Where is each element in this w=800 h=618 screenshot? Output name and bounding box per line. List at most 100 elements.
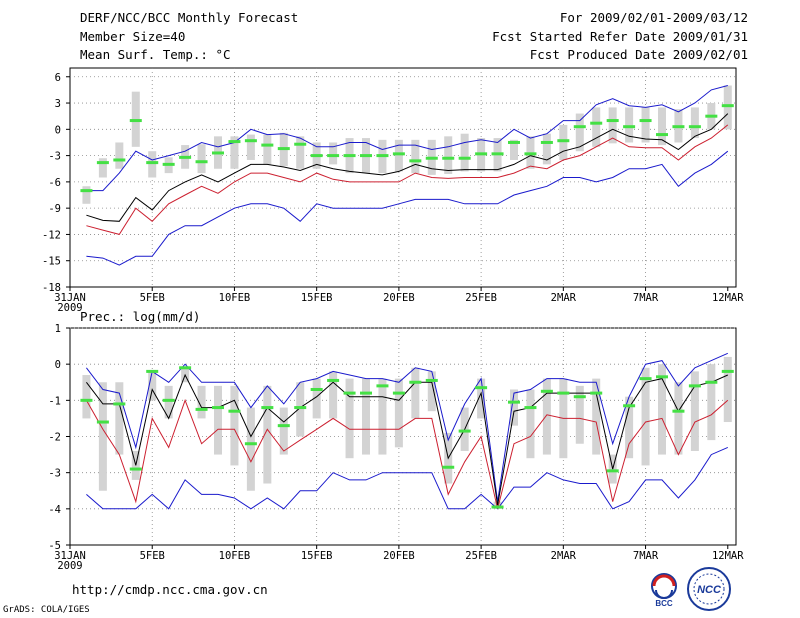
- prec-upper-bound-line: [86, 352, 729, 502]
- temp-spread-box: [394, 139, 403, 172]
- temp-ytick-label: 0: [55, 124, 61, 136]
- temp-ytick-label: 3: [55, 98, 61, 110]
- prec-median-marker: [360, 391, 372, 395]
- prec-median-marker: [392, 391, 405, 395]
- bcc-logo: BCC: [651, 573, 677, 608]
- temp-median-marker: [343, 154, 356, 158]
- temp-median-marker: [212, 151, 224, 155]
- prec-median-marker: [179, 366, 192, 370]
- temp-inner-lower-line: [86, 124, 729, 235]
- prec-xtick-label: 20FEB: [383, 550, 415, 562]
- temp-median-marker: [376, 154, 389, 158]
- prec-spread-box: [723, 356, 732, 423]
- temp-median-marker: [80, 189, 93, 193]
- prec-xtick-label: 10FEB: [219, 550, 251, 562]
- prec-xtick-label: 25FEB: [465, 550, 497, 562]
- prec-median-marker: [195, 407, 208, 411]
- temp-median-marker: [688, 125, 701, 129]
- prec-median-marker: [524, 406, 537, 410]
- temp-median-marker: [458, 156, 471, 160]
- prec-spread-box: [378, 378, 387, 455]
- temp-xtick-label: 31JAN: [54, 292, 86, 304]
- prec-median-marker: [491, 505, 504, 509]
- temp-xtick-label: 15FEB: [301, 292, 333, 304]
- prec-median-marker: [310, 387, 323, 391]
- temp-median-marker: [606, 119, 619, 123]
- temp-ytick-label: -9: [48, 203, 61, 215]
- temp-median-marker: [639, 119, 652, 123]
- prec-median-marker: [721, 369, 734, 373]
- prec-spread-box: [641, 367, 650, 466]
- temp-spread-box: [444, 136, 453, 174]
- temp-median-marker: [277, 147, 290, 151]
- prec-median-marker: [277, 424, 290, 428]
- temp-xtick-label: 20FEB: [383, 292, 415, 304]
- temp-spread-box: [559, 124, 568, 160]
- forecast-period-label: For 2009/02/01-2009/03/12: [559, 10, 748, 25]
- prec-median-marker: [96, 420, 109, 424]
- prec-spread-box: [625, 396, 634, 459]
- temp-median-marker: [228, 140, 241, 144]
- temp-ytick-label: 6: [55, 72, 61, 84]
- prec-spread-box: [296, 382, 305, 437]
- prec-spread-box: [197, 385, 206, 419]
- ncc-logo-text: NCC: [697, 584, 722, 596]
- prec-spread-box: [674, 382, 683, 455]
- prec-ytick-label: 1: [55, 323, 61, 335]
- temp-median-marker: [261, 143, 274, 147]
- prec-panel-title: Prec.: log(mm/d): [80, 309, 200, 324]
- temp-spread-box: [197, 144, 206, 174]
- prec-median-marker: [639, 377, 652, 381]
- temp-ytick-label: -3: [48, 151, 61, 163]
- temp-xtick-label: 10FEB: [219, 292, 251, 304]
- temp-spread-box: [98, 158, 107, 178]
- forecast-started-label: Fcst Started Refer Date 2009/01/31: [492, 29, 748, 44]
- temp-median-marker: [425, 156, 438, 160]
- temp-median-marker: [557, 139, 570, 143]
- prec-spread-box: [98, 382, 107, 491]
- temp-median-marker: [672, 125, 685, 129]
- prec-spread-box: [82, 375, 91, 419]
- temp-median-marker: [491, 152, 504, 156]
- prec-spread-box: [230, 385, 239, 466]
- prec-spread-box: [329, 371, 338, 419]
- prec-ytick-label: -1: [48, 395, 61, 407]
- prec-median-marker: [113, 402, 126, 406]
- prec-spread-box: [394, 378, 403, 448]
- prec-median-marker: [146, 369, 159, 373]
- temp-spread-box: [690, 107, 699, 139]
- prec-median-marker: [688, 384, 701, 388]
- prec-spread-box: [575, 385, 584, 444]
- prec-spread-box: [526, 389, 535, 459]
- variable-label: Mean Surf. Temp.: °C: [80, 47, 231, 62]
- prec-inner-lower-line: [85, 398, 729, 509]
- temp-ytick-label: -12: [42, 229, 61, 241]
- temp-spread-box: [230, 136, 239, 169]
- prec-lower-bound-line: [86, 446, 728, 510]
- prec-median-marker: [80, 398, 93, 402]
- temp-median-marker: [162, 162, 175, 166]
- temp-median-marker: [540, 140, 553, 144]
- prec-spread-box: [362, 378, 370, 455]
- prec-median-marker: [162, 398, 175, 402]
- prec-median-marker: [590, 391, 603, 395]
- prec-spread-box: [115, 382, 124, 455]
- temp-median-marker: [195, 160, 208, 164]
- prec-median-marker: [228, 409, 241, 413]
- temp-median-marker: [96, 161, 109, 165]
- prec-median-marker: [294, 406, 307, 410]
- temp-spread-box: [625, 107, 634, 143]
- prec-spread-box: [658, 364, 666, 455]
- temp-median-marker: [129, 119, 142, 123]
- prec-spread-box: [690, 371, 699, 451]
- prec-spread-box: [279, 407, 288, 455]
- prec-median-marker: [705, 380, 718, 384]
- temp-spread-box: [723, 85, 732, 130]
- prec-spread-box: [427, 371, 436, 412]
- source-url-link[interactable]: http://cmdp.ncc.cma.gov.cn: [72, 582, 268, 597]
- temp-spread-box: [575, 113, 584, 152]
- prec-median-marker: [656, 375, 668, 379]
- prec-ytick-label: -2: [48, 432, 61, 444]
- temp-spread-box: [115, 142, 124, 169]
